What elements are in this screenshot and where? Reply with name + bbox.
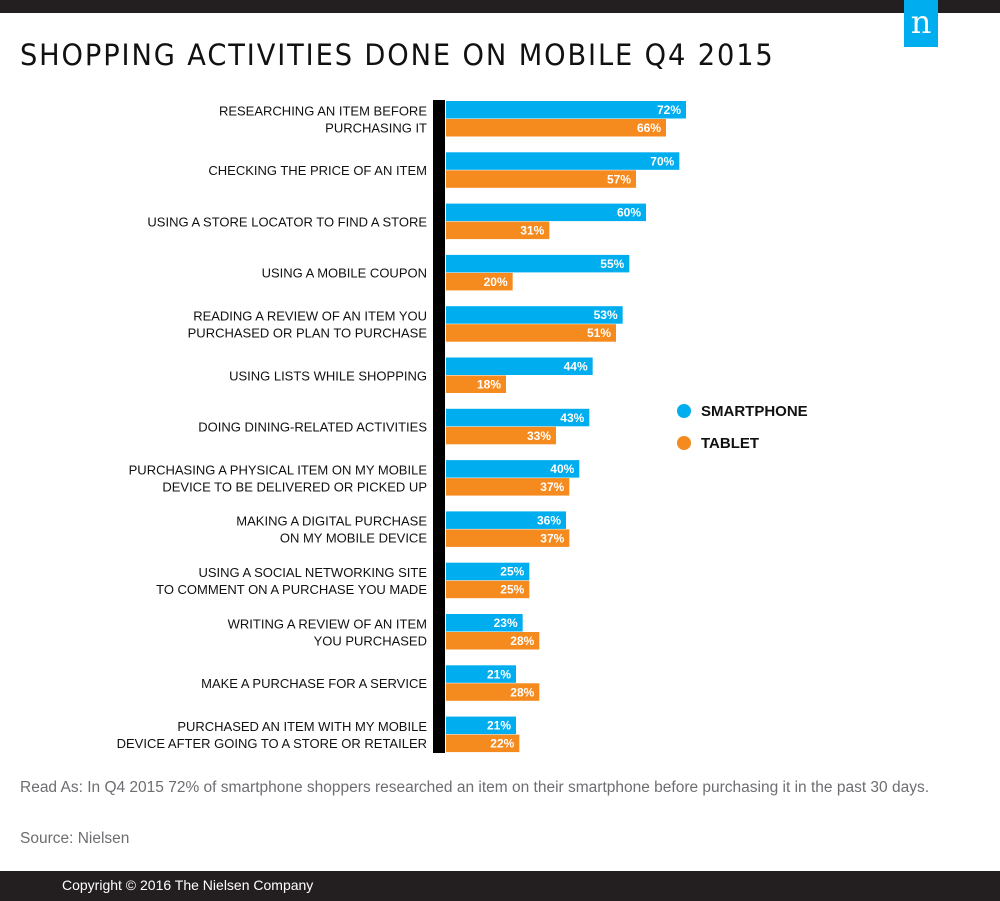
bar-smartphone [446, 614, 523, 632]
category-label: PURCHASING IT [325, 120, 427, 135]
category-label: USING A STORE LOCATOR TO FIND A STORE [147, 214, 427, 229]
bar-chart: RESEARCHING AN ITEM BEFORE PURCHASING IT C… [117, 100, 808, 753]
value-label-tablet: 51% [587, 326, 611, 340]
category-labels: RESEARCHING AN ITEM BEFORE PURCHASING IT C… [117, 103, 428, 751]
legend: SMARTPHONE TABLET [677, 403, 808, 452]
nielsen-logo: n [904, 0, 938, 47]
copyright-text: Copyright © 2016 The Nielsen Company [62, 877, 314, 893]
value-label-smartphone: 55% [600, 257, 624, 271]
category-label: DEVICE TO BE DELIVERED OR PICKED UP [162, 479, 427, 494]
bar-smartphone [446, 101, 686, 119]
bar-tablet [446, 529, 570, 547]
read-as-note: Read As: In Q4 2015 72% of smartphone sh… [20, 779, 930, 796]
bar-tablet [446, 734, 520, 753]
category-label: USING A SOCIAL NETWORKING SITE [198, 565, 427, 580]
legend-label-tablet: TABLET [701, 435, 759, 452]
value-label-tablet: 37% [540, 480, 564, 494]
bar-tablet [446, 170, 636, 188]
category-label: YOU PURCHASED [314, 633, 427, 648]
bottom-band: Copyright © 2016 The Nielsen Company [0, 871, 1000, 901]
bar-tablet [446, 375, 506, 393]
value-label-smartphone: 25% [500, 565, 524, 579]
value-label-tablet: 25% [500, 583, 524, 597]
bar-smartphone [446, 254, 630, 273]
bar-smartphone [446, 306, 623, 324]
category-label: READING A REVIEW OF AN ITEM YOU [193, 308, 427, 323]
category-label: USING LISTS WHILE SHOPPING [229, 368, 427, 383]
value-label-tablet: 28% [510, 634, 534, 648]
value-label-smartphone: 60% [617, 206, 641, 220]
value-label-smartphone: 53% [594, 308, 618, 322]
category-label: CHECKING THE PRICE OF AN ITEM [208, 163, 427, 178]
bar-smartphone [446, 511, 566, 529]
value-label-tablet: 20% [484, 275, 508, 289]
top-band [0, 0, 1000, 13]
category-label: DOING DINING-RELATED ACTIVITIES [198, 420, 427, 435]
bar-tablet [446, 272, 513, 291]
bar-smartphone [446, 203, 646, 222]
category-label: PURCHASED AN ITEM WITH MY MOBILE [177, 719, 427, 734]
value-label-smartphone: 70% [650, 154, 674, 168]
bar-smartphone [446, 716, 516, 735]
bar-tablet [446, 426, 556, 445]
value-label-tablet: 33% [527, 429, 551, 443]
category-label: DEVICE AFTER GOING TO A STORE OR RETAILE… [117, 736, 427, 751]
value-label-tablet: 31% [520, 224, 544, 238]
category-label: PURCHASED OR PLAN TO PURCHASE [188, 325, 428, 340]
bar-smartphone [446, 408, 590, 427]
category-label: PURCHASING A PHYSICAL ITEM ON MY MOBILE [129, 462, 428, 477]
category-label: MAKING A DIGITAL PURCHASE [236, 514, 427, 529]
bar-tablet [446, 119, 666, 137]
value-labels: 72% 66% 70% 57% 60% 31% 55% 20% 53% 51% 44% 18% 43% 3… [477, 103, 681, 751]
bars [446, 101, 686, 753]
value-label-smartphone: 21% [487, 719, 511, 733]
value-label-tablet: 37% [540, 531, 564, 545]
source-note: Source: Nielsen [20, 830, 130, 847]
category-label: MAKE A PURCHASE FOR A SERVICE [201, 676, 427, 691]
value-label-tablet: 66% [637, 121, 661, 135]
value-label-smartphone: 43% [560, 411, 584, 425]
value-label-tablet: 22% [490, 737, 514, 751]
legend-label-smartphone: SMARTPHONE [701, 403, 808, 420]
value-label-smartphone: 23% [494, 616, 518, 630]
bar-smartphone [446, 357, 593, 375]
bar-tablet [446, 580, 530, 599]
category-label: RESEARCHING AN ITEM BEFORE [219, 103, 427, 118]
bar-tablet [446, 478, 570, 496]
bar-smartphone [446, 460, 580, 478]
bar-smartphone [446, 152, 680, 170]
value-label-smartphone: 44% [564, 360, 588, 374]
legend-marker-smartphone [677, 404, 691, 418]
bar-tablet [446, 683, 540, 701]
y-axis-bar [433, 100, 445, 753]
chart-title: SHOPPING ACTIVITIES DONE ON MOBILE Q4 20… [20, 38, 775, 72]
category-label: WRITING A REVIEW OF AN ITEM [228, 616, 427, 631]
category-label: ON MY MOBILE DEVICE [280, 531, 427, 546]
legend-marker-tablet [677, 436, 691, 450]
bar-tablet [446, 221, 550, 240]
value-label-smartphone: 21% [487, 667, 511, 681]
value-label-tablet: 28% [510, 685, 534, 699]
bar-smartphone [446, 665, 516, 683]
bar-tablet [446, 632, 540, 650]
category-label: USING A MOBILE COUPON [262, 266, 427, 281]
category-label: TO COMMENT ON A PURCHASE YOU MADE [156, 582, 427, 597]
value-label-tablet: 57% [607, 172, 631, 186]
value-label-smartphone: 72% [657, 103, 681, 117]
value-label-smartphone: 36% [537, 513, 561, 527]
bar-smartphone [446, 562, 530, 581]
bar-tablet [446, 324, 616, 342]
value-label-tablet: 18% [477, 378, 501, 392]
value-label-smartphone: 40% [550, 462, 574, 476]
